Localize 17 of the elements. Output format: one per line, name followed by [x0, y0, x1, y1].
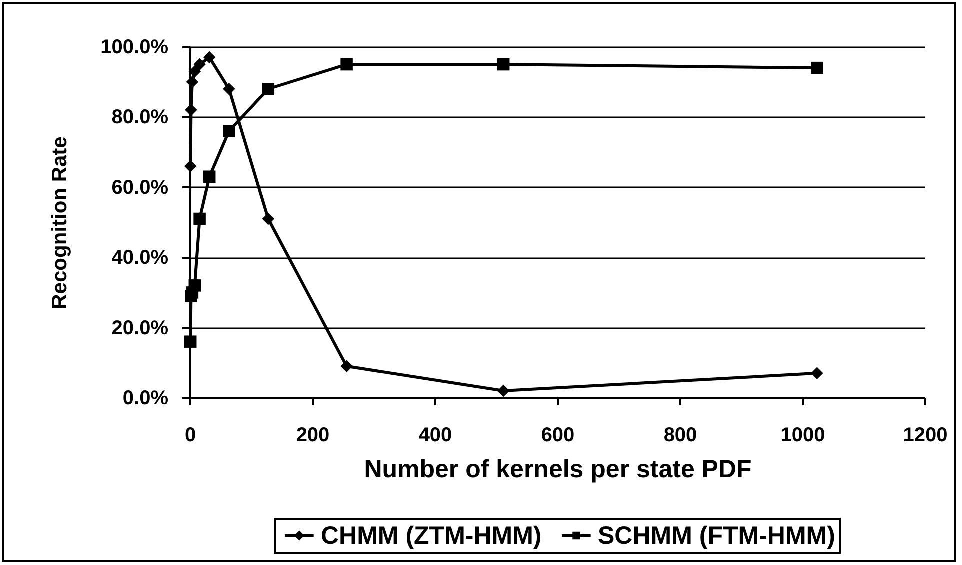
x-tick-label: 0	[184, 424, 196, 446]
y-axis-title: Recognition Rate	[48, 136, 72, 310]
legend-label: SCHMM (FTM-HMM)	[598, 522, 836, 550]
y-tick-label: 0.0%	[122, 388, 169, 410]
y-tick-label: 60.0%	[112, 176, 169, 199]
x-tick-label: 400	[418, 424, 452, 446]
x-tick-label: 1200	[903, 424, 948, 446]
x-tick-label: 600	[541, 424, 575, 446]
x-tick-label: 800	[664, 424, 698, 446]
legend-label: CHMM (ZTM-HMM)	[321, 522, 542, 550]
x-tick-label: 1000	[780, 424, 826, 446]
y-tick-label: 100.0%	[100, 36, 169, 58]
y-tick-label: 20.0%	[112, 317, 169, 340]
y-tick-label: 40.0%	[112, 247, 169, 270]
x-axis-title: Number of kernels per state PDF	[364, 456, 752, 484]
y-tick-label: 80.0%	[112, 106, 169, 129]
x-tick-label: 200	[296, 424, 330, 446]
